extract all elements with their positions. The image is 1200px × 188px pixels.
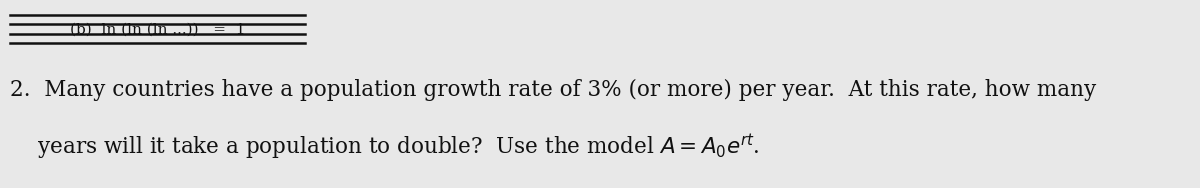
Text: (b)  ln (ln (ln ...))   =  1: (b) ln (ln (ln ...)) = 1: [70, 23, 246, 37]
Text: years will it take a population to double?  Use the model $A = A_0e^{rt}$.: years will it take a population to doubl…: [11, 132, 760, 162]
Text: 2.  Many countries have a population growth rate of 3% (or more) per year.  At t: 2. Many countries have a population grow…: [11, 79, 1097, 101]
